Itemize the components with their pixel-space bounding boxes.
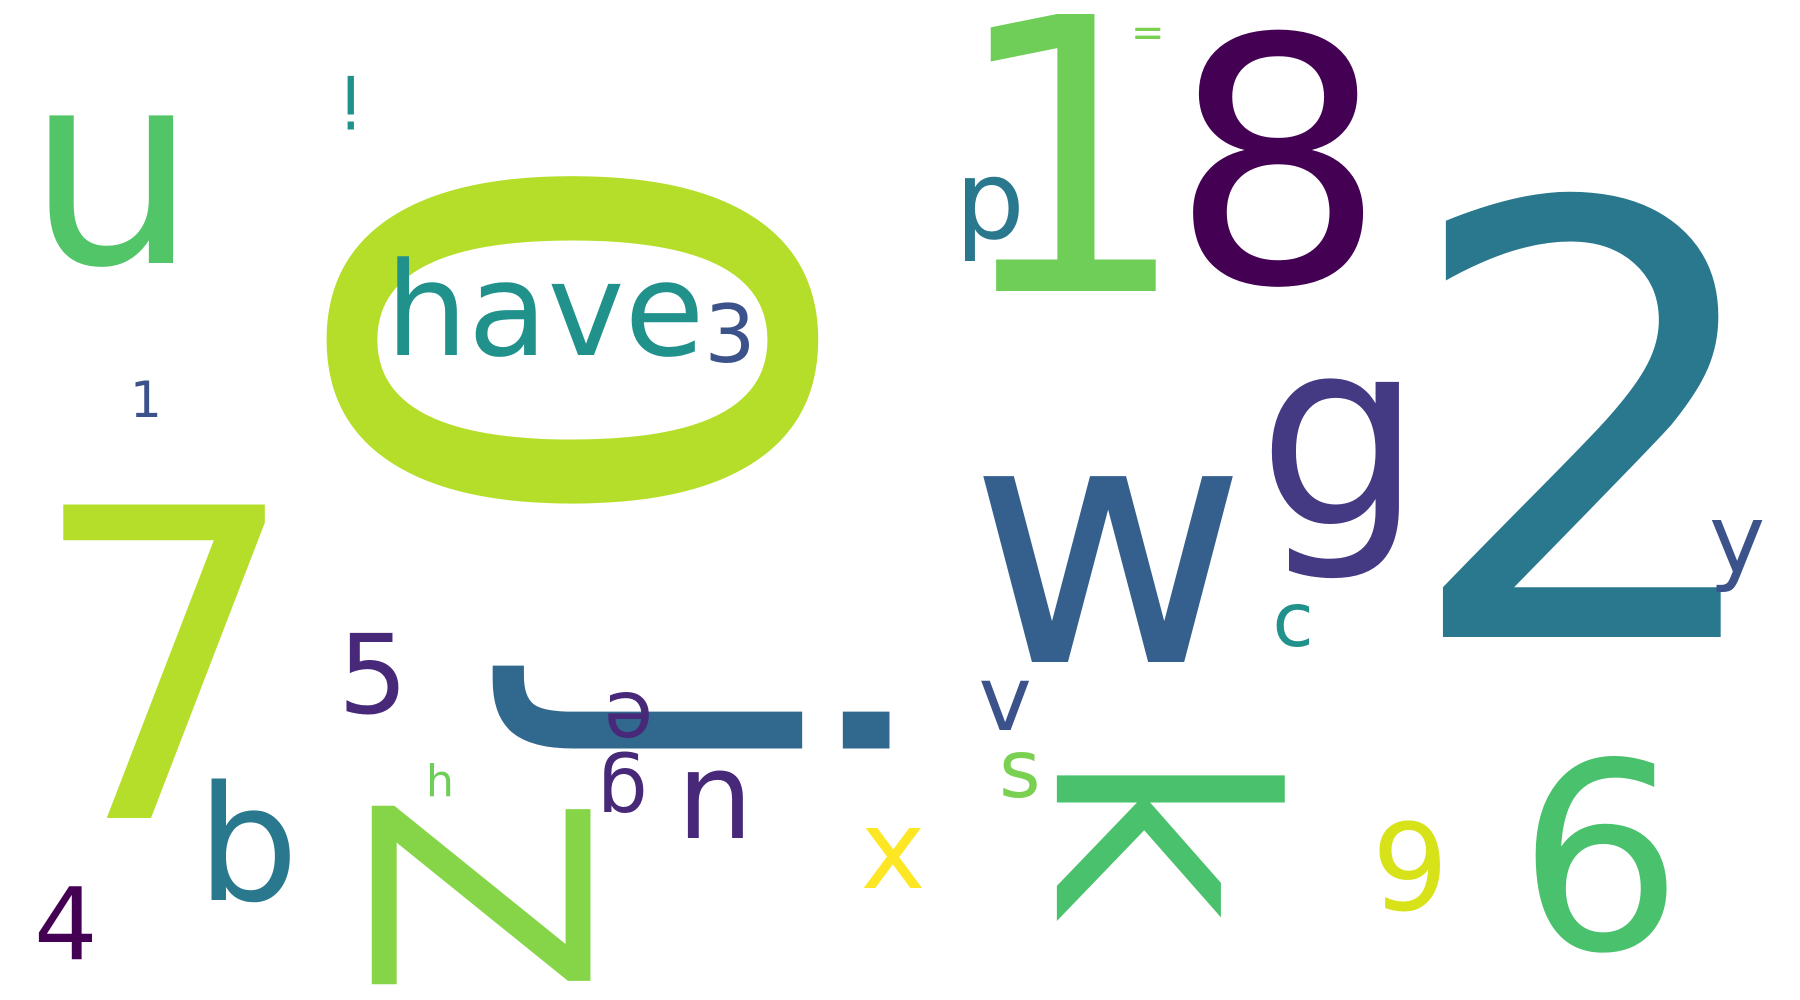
cloud-word: s bbox=[999, 723, 1041, 816]
cloud-word: x bbox=[860, 786, 926, 914]
cloud-word: i bbox=[340, 59, 360, 141]
cloud-word: have bbox=[385, 234, 705, 386]
cloud-word: e bbox=[603, 674, 653, 767]
cloud-word: b bbox=[197, 751, 299, 938]
cloud-word: k bbox=[985, 748, 1335, 922]
cloud-word: h bbox=[426, 756, 454, 807]
cloud-word: 1 bbox=[949, 0, 1191, 381]
cloud-word: 6 bbox=[1517, 709, 1683, 1000]
cloud-word: u bbox=[26, 12, 198, 327]
cloud-word: w bbox=[969, 347, 1248, 743]
cloud-word: v bbox=[978, 647, 1032, 752]
cloud-word: y bbox=[1709, 484, 1766, 595]
cloud-word: 1 bbox=[130, 371, 162, 429]
cloud-word: c bbox=[1272, 575, 1314, 664]
cloud-word: g bbox=[1257, 284, 1423, 586]
cloud-word: 3 bbox=[704, 288, 756, 381]
cloud-word: g bbox=[596, 749, 648, 842]
cloud-word: 8 bbox=[1170, 0, 1387, 363]
cloud-word: 9 bbox=[1372, 800, 1449, 939]
cloud-word: 2 bbox=[1399, 80, 1781, 779]
cloud-word: 5 bbox=[338, 611, 408, 739]
cloud-word: p bbox=[955, 136, 1025, 264]
cloud-word: n bbox=[677, 728, 754, 867]
cloud-word: 4 bbox=[34, 866, 98, 983]
cloud-word: Z bbox=[300, 792, 650, 998]
cloud-word: = bbox=[1131, 10, 1165, 56]
cloud-word: 7 bbox=[28, 420, 302, 920]
